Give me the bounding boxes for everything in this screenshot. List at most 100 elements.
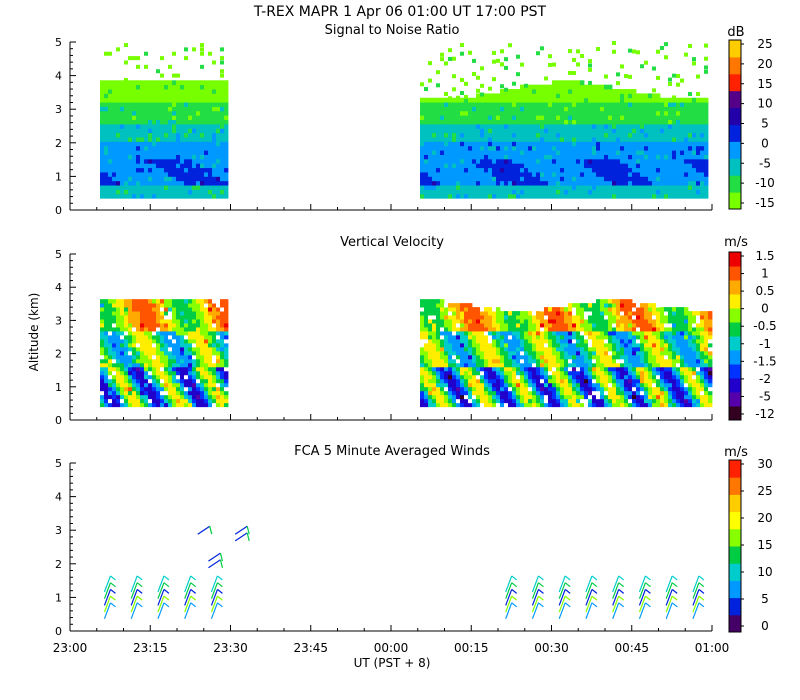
snr-cell bbox=[484, 115, 489, 121]
snr-cell bbox=[568, 128, 573, 134]
snr-cell bbox=[644, 137, 649, 142]
vv-cell bbox=[152, 307, 157, 312]
snr-cell bbox=[668, 180, 673, 186]
snr-cell bbox=[116, 167, 121, 173]
snr-cell bbox=[108, 145, 113, 151]
snr-cell bbox=[684, 176, 689, 182]
snr-cell bbox=[556, 110, 561, 116]
snr-cell bbox=[440, 158, 445, 164]
vv-cell bbox=[420, 374, 425, 380]
snr-cell bbox=[464, 145, 469, 151]
snr-cell bbox=[196, 115, 201, 121]
snr-cell bbox=[576, 106, 581, 112]
snr-cell bbox=[104, 97, 109, 103]
vv-cell bbox=[436, 366, 441, 372]
vv-cell bbox=[148, 350, 153, 356]
vv-cell bbox=[496, 315, 501, 320]
snr-speckle bbox=[460, 77, 464, 82]
snr-cell bbox=[136, 180, 141, 186]
snr-speckle bbox=[420, 82, 424, 87]
vv-cell bbox=[548, 346, 553, 352]
vv-cell bbox=[420, 331, 425, 336]
vv-cell bbox=[128, 342, 133, 348]
snr-cell bbox=[676, 193, 681, 199]
vv-cell bbox=[584, 370, 589, 376]
snr-cell bbox=[488, 141, 493, 147]
vv-cell bbox=[120, 366, 125, 372]
vv-cell bbox=[120, 327, 125, 332]
snr-cell bbox=[472, 141, 477, 147]
snr-cell bbox=[456, 110, 461, 116]
vv-cell bbox=[608, 315, 613, 320]
vv-cell bbox=[432, 299, 437, 304]
colorbar-swatch bbox=[729, 73, 741, 92]
snr-speckle bbox=[116, 47, 120, 52]
vv-cell bbox=[136, 386, 141, 392]
snr-cell bbox=[672, 145, 677, 151]
vv-cell bbox=[120, 315, 125, 320]
vv-cell bbox=[576, 327, 581, 332]
snr-cell bbox=[160, 150, 165, 155]
vv-cell bbox=[128, 374, 133, 380]
vv-cell bbox=[188, 338, 193, 344]
snr-cell bbox=[524, 158, 529, 164]
snr-cell bbox=[592, 150, 597, 155]
snr-cell bbox=[528, 93, 533, 99]
snr-cell bbox=[524, 128, 529, 134]
vv-cell bbox=[188, 378, 193, 384]
snr-cell bbox=[480, 132, 485, 138]
snr-cell bbox=[552, 189, 557, 195]
vv-cell bbox=[568, 303, 573, 308]
snr-cell bbox=[456, 123, 461, 129]
snr-cell bbox=[640, 102, 645, 107]
snr-cell bbox=[460, 132, 465, 138]
vv-cell bbox=[524, 331, 529, 336]
snr-cell bbox=[120, 119, 125, 125]
snr-cell bbox=[548, 97, 553, 103]
vv-cell bbox=[140, 402, 145, 408]
snr-cell bbox=[668, 189, 673, 195]
vv-cell bbox=[532, 362, 537, 368]
snr-cell bbox=[612, 119, 617, 125]
vv-cell bbox=[116, 370, 121, 376]
snr-speckle bbox=[212, 60, 216, 65]
vv-cell bbox=[420, 342, 425, 348]
vv-cell bbox=[144, 386, 149, 392]
vv-cell bbox=[172, 299, 177, 304]
snr-cell bbox=[104, 145, 109, 151]
snr-cell bbox=[540, 93, 545, 99]
snr-cell bbox=[432, 167, 437, 173]
snr-cell bbox=[140, 167, 145, 173]
snr-cell bbox=[192, 102, 197, 107]
snr-cell bbox=[140, 84, 145, 90]
snr-cell bbox=[116, 102, 121, 107]
vv-cell bbox=[156, 311, 161, 316]
vv-cell bbox=[200, 354, 205, 360]
snr-cell bbox=[700, 167, 705, 173]
vv-cell bbox=[468, 354, 473, 360]
snr-speckle bbox=[464, 81, 468, 86]
vv-cell bbox=[536, 327, 541, 332]
vv-cell bbox=[468, 335, 473, 340]
vv-cell bbox=[208, 311, 213, 316]
snr-cell bbox=[144, 185, 149, 190]
snr-cell bbox=[680, 154, 685, 160]
snr-cell bbox=[500, 106, 505, 112]
vv-cell bbox=[220, 402, 225, 408]
snr-cell bbox=[516, 128, 521, 134]
vv-cell bbox=[212, 327, 217, 332]
vv-cell bbox=[584, 342, 589, 348]
snr-cell bbox=[188, 84, 193, 90]
vv-cell bbox=[520, 378, 525, 384]
snr-cell bbox=[688, 137, 693, 142]
vv-cell bbox=[540, 338, 545, 344]
snr-cell bbox=[436, 102, 441, 107]
vv-cell bbox=[100, 315, 105, 320]
snr-cell bbox=[200, 189, 205, 195]
snr-cell bbox=[688, 145, 693, 151]
snr-speckle bbox=[208, 51, 212, 56]
vv-cell bbox=[552, 323, 557, 328]
vv-cell bbox=[208, 307, 213, 312]
snr-cell bbox=[144, 102, 149, 107]
snr-cell bbox=[524, 137, 529, 142]
